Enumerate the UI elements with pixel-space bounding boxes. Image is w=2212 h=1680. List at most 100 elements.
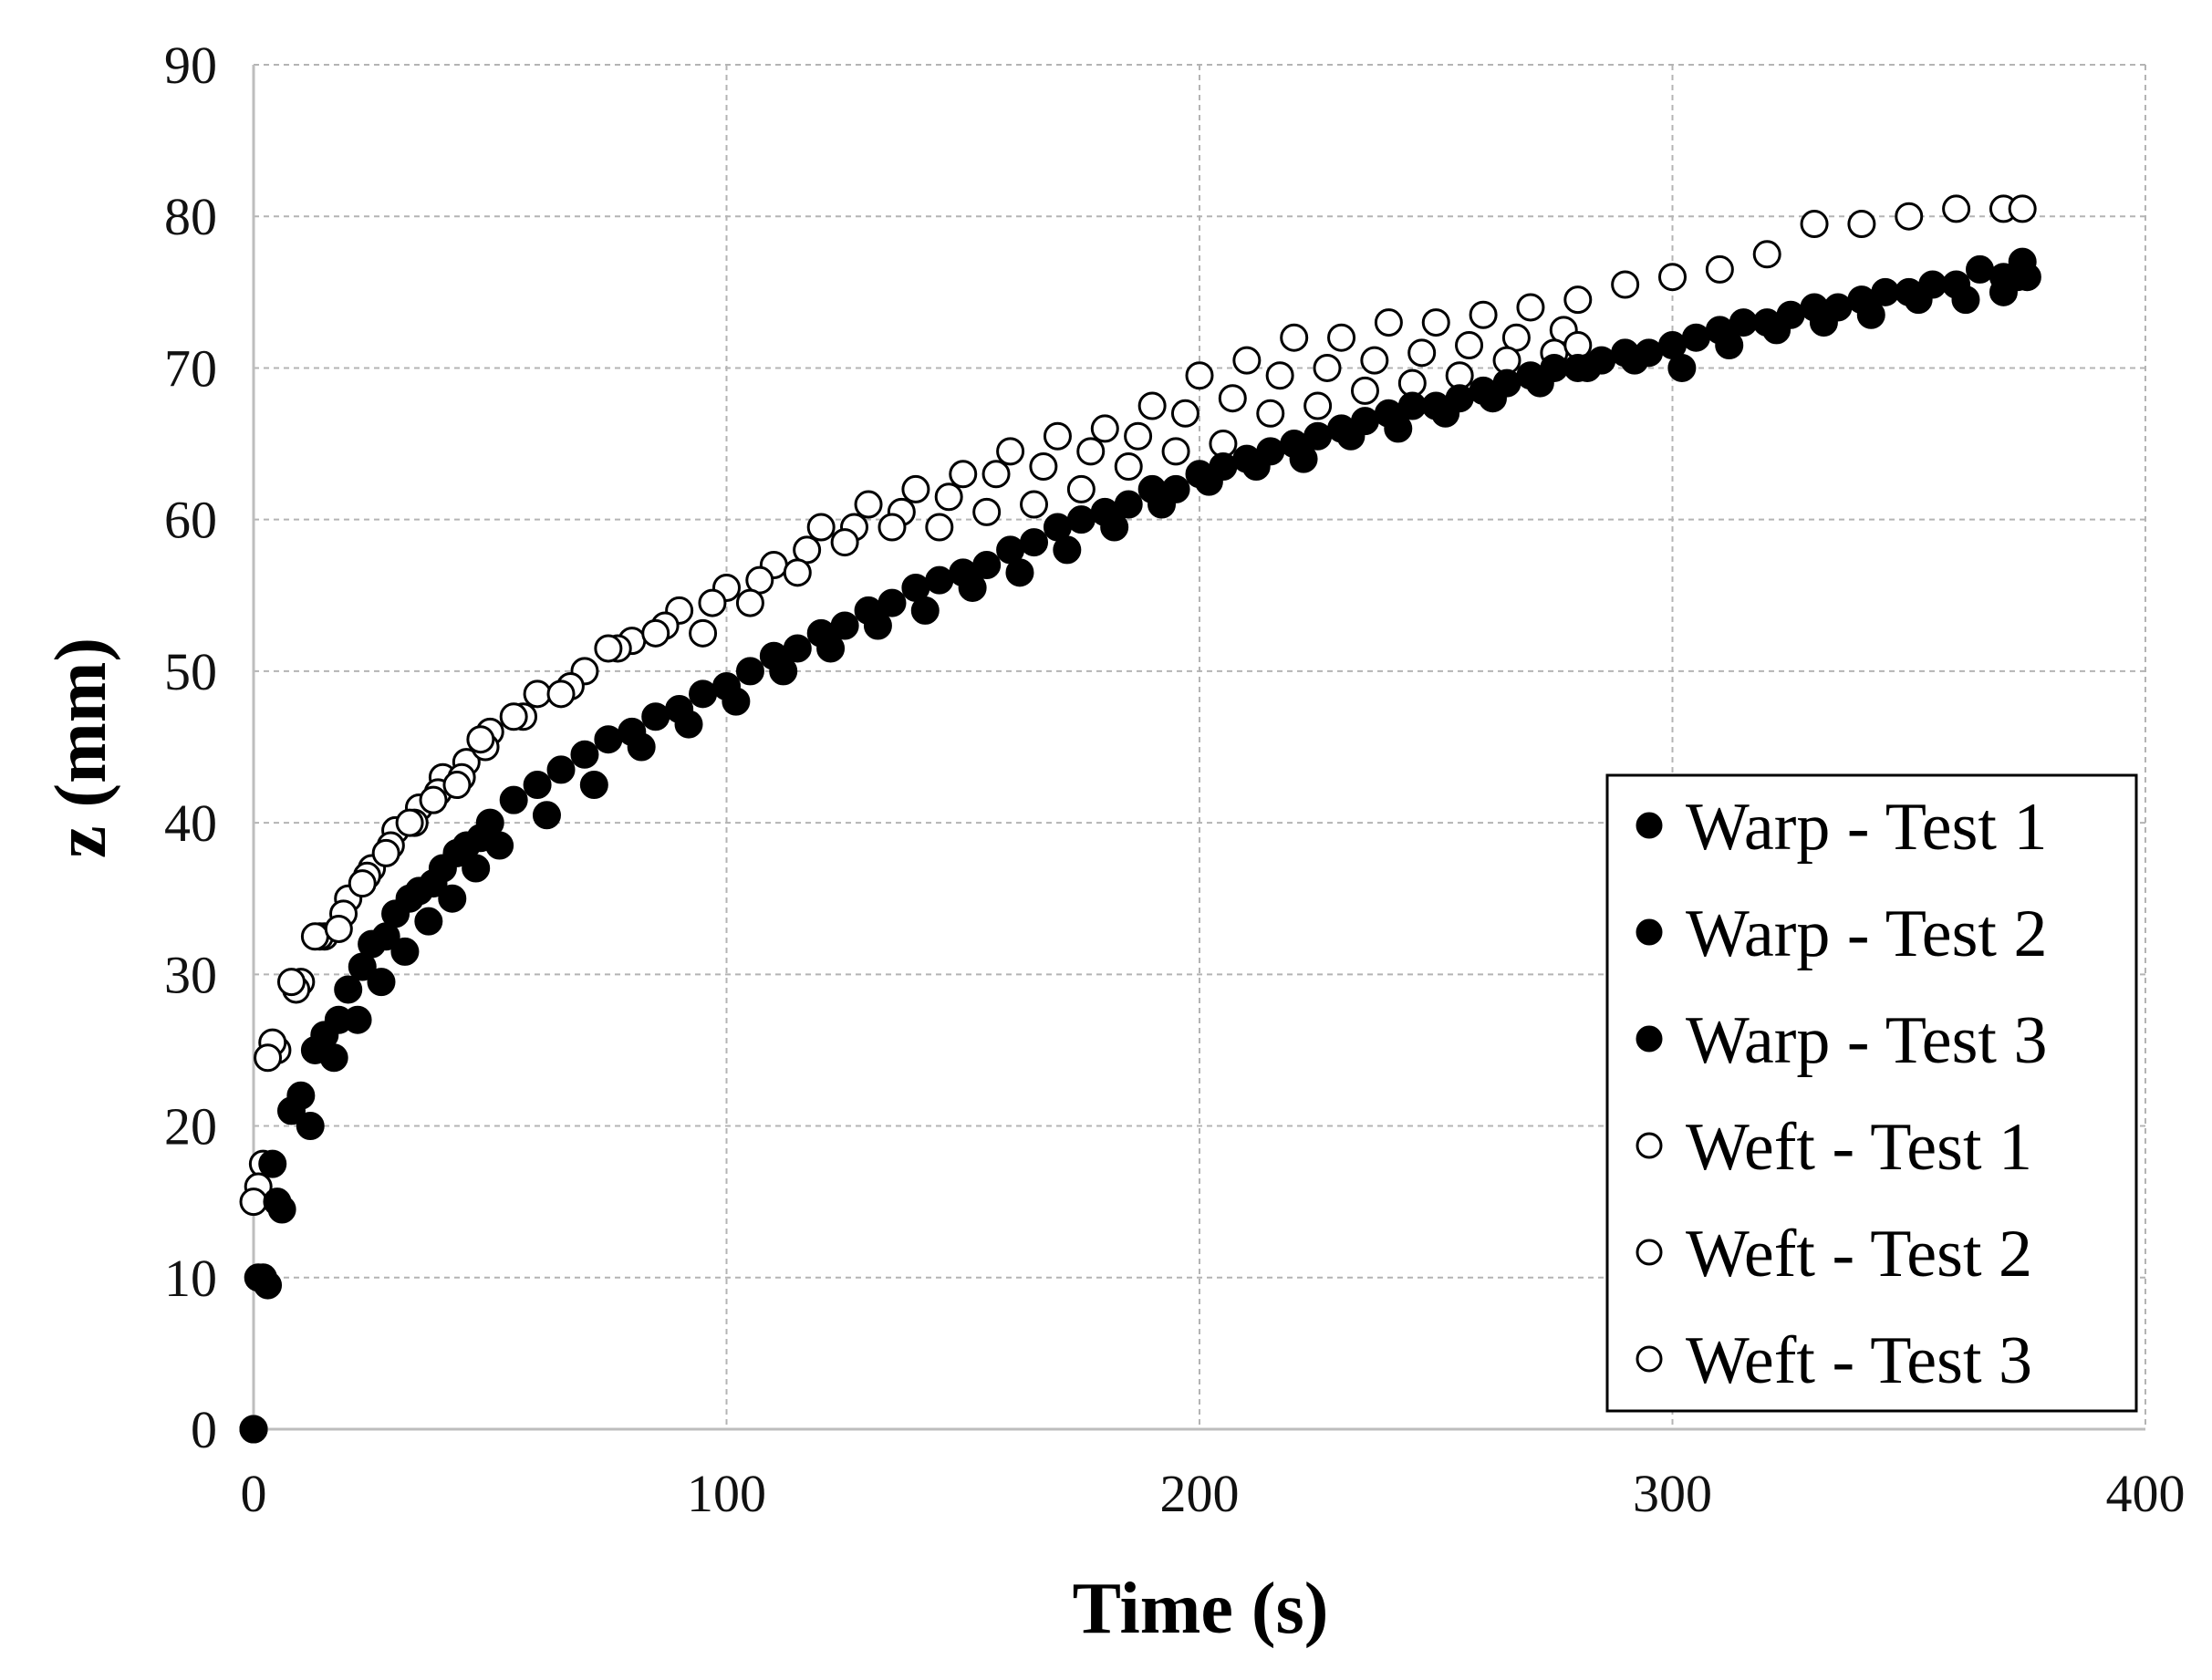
data-point (1170, 399, 1199, 428)
data-point (1525, 368, 1554, 398)
data-point (419, 869, 448, 898)
data-point (414, 907, 443, 936)
legend-label: Weft - Test 3 (1686, 1323, 2032, 1398)
data-point (499, 702, 528, 731)
data-point (532, 801, 561, 830)
x-tick-label: 300 (1633, 1464, 1712, 1523)
data-point (2008, 194, 2037, 223)
series-3 (239, 263, 2041, 1444)
y-tick-label: 20 (164, 1097, 217, 1156)
data-point (627, 732, 656, 762)
x-tick-label: 400 (2106, 1464, 2186, 1523)
data-point (1137, 391, 1167, 420)
y-tick-label: 30 (164, 945, 217, 1004)
legend-marker (1636, 1239, 1663, 1266)
data-point (1563, 285, 1593, 315)
data-point (499, 785, 528, 814)
data-point (830, 528, 859, 557)
data-point (594, 725, 623, 754)
data-point (1752, 240, 1781, 269)
data-point (1241, 451, 1271, 481)
data-point (1516, 293, 1545, 322)
data-point (348, 869, 377, 898)
data-point (1809, 308, 1838, 337)
data-point (972, 551, 1002, 580)
data-point (1280, 323, 1309, 352)
y-tick-label: 40 (164, 793, 217, 853)
data-point (1327, 323, 1356, 352)
data-point (1161, 437, 1190, 466)
data-point (1218, 384, 1247, 413)
legend-marker (1636, 1345, 1663, 1373)
data-point (1705, 254, 1734, 284)
legend-label: Weft - Test 1 (1686, 1110, 2032, 1185)
data-point (395, 884, 424, 913)
data-point (1148, 490, 1177, 519)
legend-items: Warp - Test 1 Warp - Test 2 Warp - Test 3 W… (1636, 790, 2047, 1398)
data-point (334, 975, 363, 1004)
data-point (878, 588, 907, 617)
x-tick-label: 0 (241, 1464, 267, 1523)
data-point (816, 634, 846, 663)
data-point (1611, 270, 1640, 299)
data-point (1469, 300, 1498, 329)
data-point (1407, 338, 1437, 368)
data-point (1715, 331, 1744, 360)
data-point (594, 634, 623, 663)
data-point (910, 596, 940, 625)
x-tick-label: 100 (687, 1464, 766, 1523)
legend: Warp - Test 1 Warp - Test 2 Warp - Test 3 W… (1605, 773, 2138, 1413)
data-point (1114, 451, 1143, 481)
data-point (1942, 194, 1971, 223)
data-point (1478, 384, 1507, 413)
data-point (1336, 421, 1366, 451)
data-point (579, 771, 608, 800)
data-point (689, 618, 718, 648)
data-point (641, 702, 670, 731)
data-point (1421, 308, 1450, 337)
data-point (523, 679, 552, 709)
data-point (1895, 202, 1924, 231)
legend-box (1605, 773, 2138, 1413)
data-point (1455, 331, 1484, 360)
data-point (722, 687, 751, 716)
data-point (343, 1005, 372, 1034)
data-point (783, 558, 812, 587)
data-point (1029, 451, 1058, 481)
data-point (1951, 285, 1980, 315)
data-point (1397, 391, 1427, 420)
data-point (1374, 308, 1403, 337)
y-tick-label: 50 (164, 642, 217, 701)
data-point (442, 838, 472, 867)
data-point (1667, 353, 1697, 382)
data-point (735, 588, 764, 617)
data-point (698, 588, 727, 617)
data-point (1005, 558, 1034, 587)
data-point (546, 679, 576, 709)
data-point (1289, 444, 1318, 473)
data-point (949, 460, 978, 489)
data-point (934, 482, 963, 512)
data-point (854, 490, 883, 519)
y-tick-label: 60 (164, 491, 217, 550)
data-point (863, 611, 892, 640)
data-point (1265, 361, 1294, 390)
data-point (1185, 361, 1214, 390)
data-point (1303, 421, 1333, 451)
data-point (1800, 210, 1829, 239)
data-point (1871, 277, 1900, 306)
data-point (371, 922, 400, 951)
data-point (1020, 528, 1049, 557)
data-point (1053, 535, 1082, 565)
data-point (300, 922, 329, 951)
data-point (1681, 323, 1710, 352)
data-point (239, 1187, 268, 1217)
data-point (395, 808, 424, 837)
data-point (674, 710, 703, 739)
y-tick-label: 80 (164, 187, 217, 246)
x-tick-label: 200 (1160, 1464, 1240, 1523)
data-point (466, 725, 495, 754)
data-point (1043, 421, 1072, 451)
data-point (462, 854, 491, 883)
data-point (570, 740, 599, 769)
